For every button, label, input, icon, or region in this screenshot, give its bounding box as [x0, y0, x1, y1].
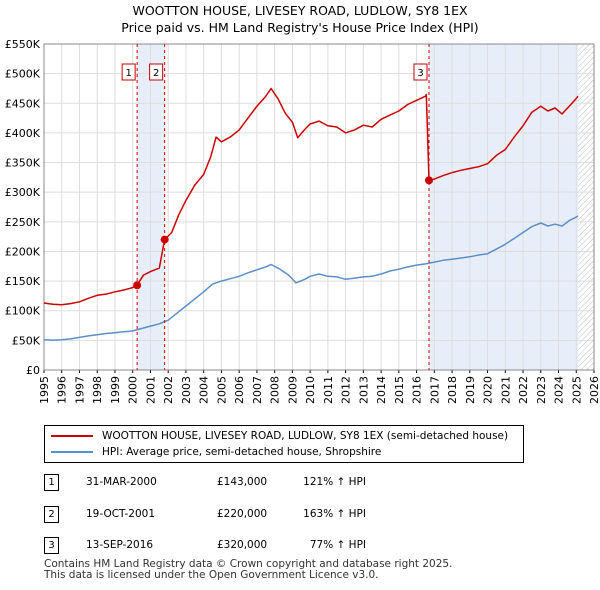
sale-number-box [121, 63, 136, 81]
shaded-period [429, 44, 579, 370]
x-tick-label: 1995 [38, 376, 51, 404]
sale-number-label: 2 [153, 68, 159, 79]
x-tick-label: 1999 [109, 376, 122, 404]
sale-number-badge: 1 [44, 474, 59, 491]
plot-frame [43, 43, 595, 371]
x-tick-label: 2026 [588, 376, 600, 404]
sale-number-badge: 3 [44, 537, 59, 554]
sale-point [160, 235, 169, 244]
sale-date: 31-MAR-2000 [86, 476, 157, 488]
sale-price: £320,000 [217, 539, 268, 551]
x-tick-label: 2011 [322, 376, 335, 404]
sale-hpi-change: 77% ↑ HPI [309, 539, 366, 551]
footer-line-licence: This data is licensed under the Open Gov… [44, 569, 379, 581]
x-tick-label: 2016 [411, 376, 424, 404]
y-tick-label: £500K [5, 68, 41, 81]
x-tick-label: 2014 [375, 376, 388, 404]
x-tick-label: 2002 [162, 376, 175, 404]
y-tick-label: £550K [5, 38, 41, 51]
sale-number-label: 3 [417, 68, 423, 79]
x-tick-label: 1998 [91, 376, 104, 404]
sale-hpi-change: 121% ↑ HPI [303, 476, 366, 488]
x-tick-label: 2013 [357, 376, 370, 404]
x-tick-label: 2003 [180, 376, 193, 404]
x-tick-label: 2020 [482, 376, 495, 404]
y-tick-label: £150K [5, 275, 41, 288]
y-tick-label: £250K [5, 216, 41, 229]
sale-hpi-change: 163% ↑ HPI [303, 508, 366, 520]
x-tick-label: 2010 [304, 376, 317, 404]
price-chart: £0 £50K £100K £150K £200K £250K £300K £350K £400… [5, 38, 600, 404]
y-tick-label: £300K [5, 186, 41, 199]
chart-legend: WOOTTON HOUSE, LIVESEY ROAD, LUDLOW, SY8… [44, 425, 524, 463]
sale-price: £143,000 [217, 476, 268, 488]
x-tick-label: 1997 [73, 376, 86, 404]
x-tick-label: 2006 [233, 376, 246, 404]
x-tick-label: 2017 [428, 376, 441, 404]
chart-title: WOOTTON HOUSE, LIVESEY ROAD, LUDLOW, SY8… [132, 3, 468, 18]
x-tick-label: 2015 [393, 376, 406, 404]
x-tick-label: 2012 [340, 376, 353, 404]
chart-subtitle: Price paid vs. HM Land Registry's House … [121, 20, 479, 35]
footer-attribution: Contains HM Land Registry data © Crown c… [44, 559, 452, 581]
forecast-hatch [578, 44, 594, 370]
sale-date: 19-OCT-2001 [86, 508, 155, 520]
legend-label-property: WOOTTON HOUSE, LIVESEY ROAD, LUDLOW, SY8… [102, 430, 509, 442]
hpi-line [43, 215, 579, 341]
sale-row: 3 13-SEP-2016 £320,000 77% ↑ HPI [44, 537, 444, 554]
x-tick-label: 2005 [215, 376, 228, 404]
legend-item-property: WOOTTON HOUSE, LIVESEY ROAD, LUDLOW, SY8… [51, 428, 508, 444]
x-tick-label: 2025 [570, 376, 583, 404]
sale-point [425, 176, 433, 185]
y-tick-label: £350K [5, 157, 41, 170]
sale-point [133, 281, 142, 290]
property-price-line [43, 87, 579, 306]
y-tick-label: £200K [5, 245, 41, 258]
legend-swatch-hpi [51, 451, 93, 453]
x-tick-label: 2022 [517, 376, 530, 404]
x-tick-label: 2021 [499, 376, 512, 404]
sale-row: 1 31-MAR-2000 £143,000 121% ↑ HPI [44, 474, 444, 491]
sale-number-badge: 2 [44, 506, 59, 523]
x-tick-label: 2023 [535, 376, 548, 404]
y-tick-label: £0 [26, 364, 40, 377]
x-tick-label: 2008 [269, 376, 282, 404]
sale-number-box [149, 63, 164, 81]
sale-date: 13-SEP-2016 [86, 539, 154, 551]
sale-row: 2 19-OCT-2001 £220,000 163% ↑ HPI [44, 506, 444, 523]
y-tick-label: £100K [5, 305, 41, 318]
x-tick-label: 2001 [144, 376, 157, 404]
x-tick-label: 2009 [286, 376, 299, 404]
sale-price: £220,000 [217, 508, 268, 520]
legend-label-hpi: HPI: Average price, semi-detached house,… [102, 446, 382, 458]
x-tick-label: 2019 [464, 376, 477, 404]
x-tick-label: 1996 [56, 376, 69, 404]
sale-number-box [413, 63, 428, 81]
legend-swatch-property [51, 435, 93, 437]
x-tick-label: 2024 [553, 376, 566, 404]
footer-line-copyright: Contains HM Land Registry data © Crown c… [44, 558, 453, 570]
y-tick-label: £400K [5, 127, 41, 140]
y-tick-label: £50K [12, 334, 41, 347]
x-tick-label: 2018 [446, 376, 459, 404]
x-tick-label: 2004 [198, 376, 211, 404]
sale-number-label: 1 [125, 68, 131, 79]
legend-item-hpi: HPI: Average price, semi-detached house,… [51, 444, 381, 460]
x-tick-label: 2007 [251, 376, 264, 404]
y-tick-label: £450K [5, 97, 41, 110]
x-tick-label: 2000 [127, 376, 140, 404]
